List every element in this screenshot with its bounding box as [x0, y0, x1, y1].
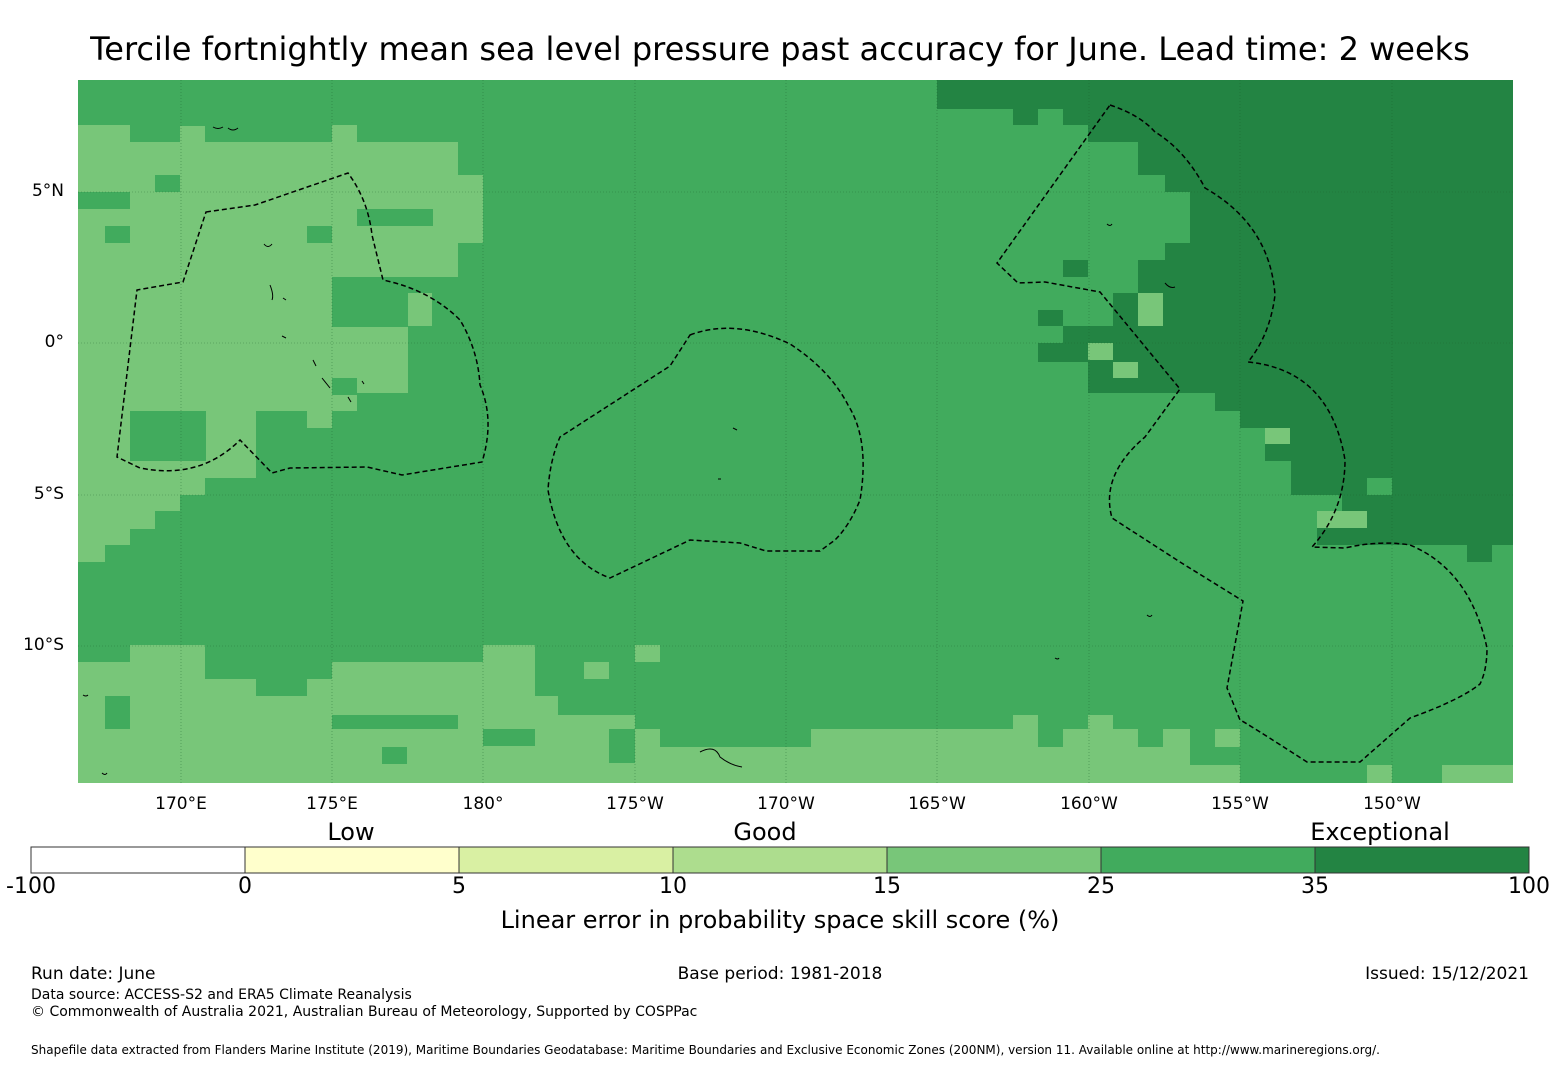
colorbar-segment-5 — [886, 846, 1102, 874]
lon-label-175e: 175°E — [306, 794, 358, 814]
colorbar-segment-4 — [672, 846, 888, 874]
shapefile-credit: Shapefile data extracted from Flanders M… — [31, 1043, 1380, 1057]
lat-label-10s: 10°S — [23, 635, 64, 655]
colorbar-tick: 0 — [238, 874, 252, 899]
category-exceptional: Exceptional — [1310, 818, 1450, 846]
lat-label-0: 0° — [44, 332, 64, 352]
lon-label-165w: 165°W — [908, 794, 966, 814]
colorbar-tick: 25 — [1087, 874, 1115, 899]
islands — [82, 126, 1176, 775]
base-period: Base period: 1981-2018 — [677, 964, 883, 984]
colorbar-segment-7 — [1314, 846, 1530, 874]
lon-label-155w: 155°W — [1211, 794, 1269, 814]
eez-boundaries — [116, 104, 1488, 763]
eez-line-north — [996, 104, 1488, 763]
category-good: Good — [733, 818, 797, 846]
colorbar-segment-6 — [1100, 846, 1316, 874]
west-mid-patches — [78, 109, 635, 764]
lon-label-170e: 170°E — [155, 794, 207, 814]
skill-map — [78, 80, 1513, 783]
run-date: Run date: June — [31, 964, 156, 984]
colorbar-label: Linear error in probability space skill … — [500, 906, 1060, 934]
issued-date: Issued: 15/12/2021 — [1365, 964, 1529, 984]
east-patches — [1138, 243, 1392, 495]
colorbar-tick: 35 — [1301, 874, 1329, 899]
colorbar — [30, 846, 1530, 874]
lon-label-180: 180° — [462, 794, 504, 814]
lon-label-170w: 170°W — [757, 794, 815, 814]
colorbar-tick: 100 — [1508, 874, 1550, 899]
east-dark-region — [937, 80, 1513, 562]
eez-tuvalu — [116, 172, 489, 476]
colorbar-tick: 15 — [873, 874, 901, 899]
data-source: Data source: ACCESS-S2 and ERA5 Climate … — [31, 987, 412, 1003]
lat-label-5s: 5°S — [33, 484, 64, 504]
lat-label-5n: 5°N — [31, 181, 64, 201]
colorbar-segment-2 — [244, 846, 460, 874]
lon-label-175w: 175°W — [606, 794, 664, 814]
colorbar-segment-1 — [30, 846, 246, 874]
colorbar-tick: 10 — [659, 874, 687, 899]
colorbar-tick: -100 — [6, 874, 56, 899]
category-low: Low — [327, 818, 375, 846]
gridlines — [78, 80, 1513, 783]
lon-label-160w: 160°W — [1060, 794, 1118, 814]
chart-title: Tercile fortnightly mean sea level press… — [90, 30, 1470, 68]
colorbar-tick: 5 — [452, 874, 466, 899]
lon-label-150w: 150°W — [1363, 794, 1421, 814]
copyright: © Commonwealth of Australia 2021, Austra… — [31, 1004, 698, 1020]
colorbar-segment-3 — [458, 846, 674, 874]
